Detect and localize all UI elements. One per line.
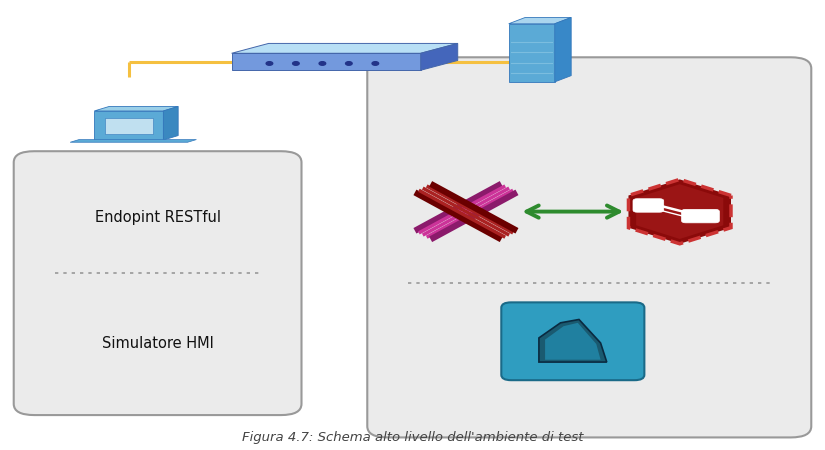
FancyBboxPatch shape [633,199,663,212]
Text: Figura 4.7: Schema alto livello dell'ambiente di test: Figura 4.7: Schema alto livello dell'amb… [242,431,583,444]
Polygon shape [70,140,196,142]
Polygon shape [232,44,458,53]
Circle shape [319,62,326,65]
FancyBboxPatch shape [367,57,811,437]
Circle shape [372,62,379,65]
Circle shape [266,62,273,65]
Polygon shape [94,111,163,140]
Polygon shape [163,107,178,140]
Polygon shape [545,323,601,360]
Polygon shape [539,320,606,362]
FancyBboxPatch shape [681,209,719,223]
Polygon shape [629,180,731,244]
FancyBboxPatch shape [502,302,644,380]
Polygon shape [94,107,178,111]
Polygon shape [509,18,571,24]
FancyBboxPatch shape [105,117,153,134]
Circle shape [293,62,299,65]
Text: Endopint RESTful: Endopint RESTful [95,211,220,225]
Circle shape [346,62,352,65]
Polygon shape [421,44,458,70]
Polygon shape [509,24,554,82]
Polygon shape [554,18,571,82]
FancyBboxPatch shape [14,151,301,415]
Polygon shape [232,53,421,70]
Text: Simulatore HMI: Simulatore HMI [101,336,214,351]
Polygon shape [636,184,724,239]
